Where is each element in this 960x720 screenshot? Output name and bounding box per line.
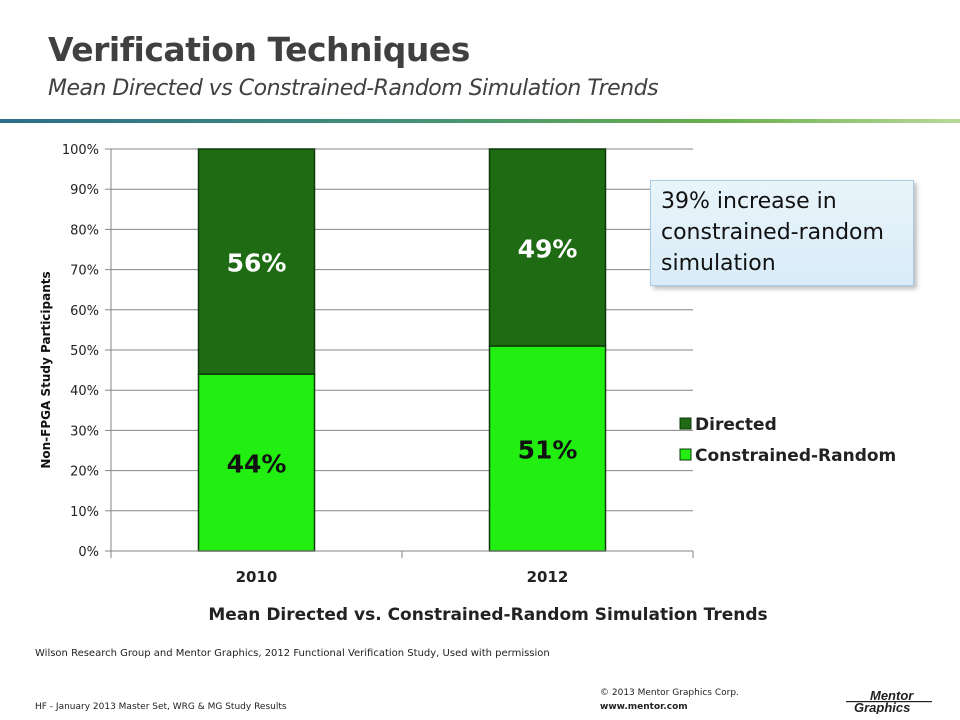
data-label: 44%: [227, 450, 287, 479]
y-tick-label: 30%: [70, 424, 99, 439]
title-divider: [0, 119, 960, 123]
x-axis-title: Mean Directed vs. Constrained-Random Sim…: [208, 605, 767, 625]
mentor-graphics-logo: Mentor Graphics: [846, 688, 932, 714]
y-tick-label: 20%: [70, 465, 99, 480]
slide-title: Verification Techniques: [48, 30, 470, 69]
y-tick-label: 40%: [70, 384, 99, 399]
legend-label-constrained-random: Constrained-Random: [695, 446, 896, 466]
bar-directed-2010: [197, 148, 316, 375]
y-tick-label: 90%: [70, 183, 99, 198]
copyright-text: © 2013 Mentor Graphics Corp.: [600, 688, 739, 698]
y-tick-label: 100%: [62, 143, 99, 158]
source-note: Wilson Research Group and Mentor Graphic…: [35, 648, 550, 659]
legend-label-directed: Directed: [695, 415, 777, 435]
y-tick-label: 10%: [70, 505, 99, 520]
slide-subtitle: Mean Directed vs Constrained-Random Simu…: [48, 76, 659, 101]
x-tick-label: 2010: [236, 568, 278, 586]
legend-swatch-directed: [679, 417, 692, 430]
bar-directed-2012: [488, 148, 607, 347]
footer-text: HF - January 2013 Master Set, WRG & MG S…: [35, 702, 287, 712]
x-tick-label: 2012: [527, 568, 569, 586]
stacked-bar-chart: 0% 10% 20% 30% 40% 50% 60% 70% 80% 90% 100% 44% 56% 2…: [39, 143, 896, 625]
svg-text:Mentor: Mentor: [870, 688, 914, 703]
y-tick-label: 80%: [70, 223, 99, 238]
data-label: 51%: [518, 435, 578, 464]
y-tick-label: 70%: [70, 264, 99, 279]
callout-box: 39% increase in constrained-random simul…: [650, 180, 914, 286]
y-tick-label: 50%: [70, 344, 99, 359]
y-tick-label: 60%: [70, 304, 99, 319]
data-label: 56%: [227, 249, 287, 278]
legend-swatch-constrained-random: [679, 448, 692, 461]
svg-text:Graphics: Graphics: [854, 700, 910, 714]
website-link[interactable]: www.mentor.com: [600, 702, 688, 712]
y-tick-label: 0%: [78, 545, 99, 560]
data-label: 49%: [518, 234, 578, 263]
y-axis-title: Non-FPGA Study Participants: [39, 271, 53, 468]
